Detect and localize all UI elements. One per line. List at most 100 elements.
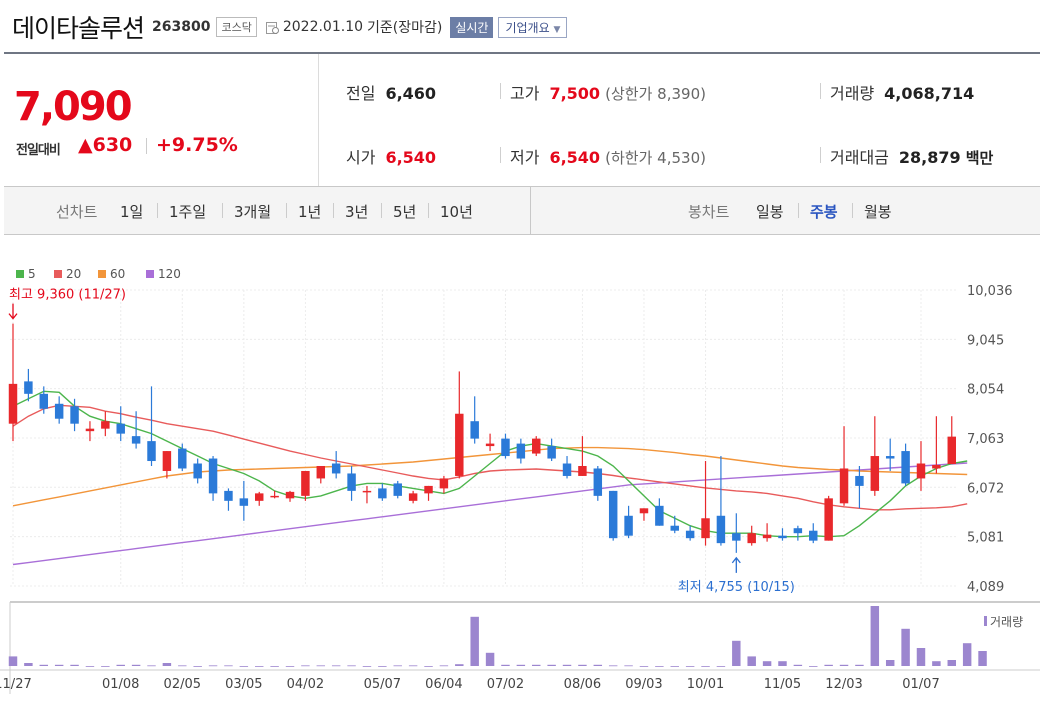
volume-bar [54,664,64,666]
candle [439,475,449,494]
volume-bar [485,652,495,666]
candle-body [885,456,895,459]
x-tick-label: 07/02 [487,677,524,692]
volume-bar [870,606,880,666]
candle-body [932,465,941,469]
period-1w[interactable]: 1주일 [169,203,207,221]
divider [500,83,501,99]
x-tick-label: 09/03 [625,677,662,692]
candle-body [947,436,956,465]
company-info-dropdown[interactable]: 기업개요 ▼ [498,16,568,38]
volume-bar [101,666,110,667]
candle-body [70,406,79,424]
volume-bar [24,663,33,666]
candle-monthly[interactable]: 월봉 [864,203,892,221]
candle-body [393,483,402,496]
period-10y[interactable]: 10년 [440,203,473,221]
candle-body [470,421,479,439]
candle [455,371,464,479]
candle-body [8,383,18,424]
candle-body [732,533,741,541]
candle-body [162,451,172,471]
volume-bar [39,664,49,666]
candle-chart-label: 봉차트 [688,203,730,221]
candle-body [516,443,526,459]
legend-swatch [146,270,154,278]
stat-label: 전일 [346,84,376,103]
candle-body [424,485,433,494]
y-tick-label: 6,072 [967,481,1004,496]
candle-body [624,515,633,536]
candle [901,443,910,486]
x-tick-label: 12/03 [825,677,862,692]
volume-bar [455,664,464,666]
stat-lower-limit: (하한가 4,530) [605,149,706,167]
candle-body [147,441,156,462]
x-tick-label: 02/05 [164,677,201,692]
candle-body [870,456,880,491]
candle [916,441,926,491]
divider [286,203,287,218]
candle-body [224,490,233,501]
candle-body [809,530,818,541]
volume-bar [885,660,895,666]
candle [408,490,418,504]
volume-bar [793,664,803,666]
stat-amount: 거래대금 28,879 백만 [830,144,993,168]
period-3y[interactable]: 3년 [345,203,369,221]
price-change: ▲630 [78,134,133,156]
candle [485,433,495,452]
stat-prev: 전일 6,460 [346,80,436,104]
calendar-icon [265,21,279,34]
candle [101,411,110,437]
candle [24,368,33,402]
candle [331,451,341,479]
candle [239,480,249,521]
volume-bar [239,666,249,667]
candle [732,513,741,553]
volume-bar [147,665,156,667]
x-tick-label: 01/07 [902,677,939,692]
candle [701,461,710,546]
volume-bar [178,665,187,667]
volume-bar [270,666,279,667]
candle [932,416,941,474]
realtime-button[interactable]: 실시간 [450,16,494,38]
candle-body [747,533,756,544]
volume-bar [732,640,741,666]
divider [852,203,853,218]
volume-bar [562,664,572,666]
candle [116,406,125,442]
volume-bar [624,665,633,667]
candle-body [101,421,110,429]
period-1d[interactable]: 1일 [120,203,144,221]
candle-weekly[interactable]: 주봉 [810,203,838,221]
candle [562,456,572,479]
candle [301,470,310,501]
volume-bar [578,664,587,666]
change-label: 전일대비 [16,143,61,158]
candle-daily[interactable]: 일봉 [756,203,784,221]
volume-bar [532,664,541,666]
candle-body [824,498,833,541]
period-3m[interactable]: 3개월 [234,203,272,221]
y-tick-label: 9,045 [967,333,1004,348]
stat-value: 7,500 [549,84,601,103]
stat-open: 시가 6,540 [346,144,436,168]
volume-bar [655,666,664,667]
divider [146,138,147,154]
candle-body [54,403,64,419]
current-price: 7,090 [14,84,133,130]
volume-bar [393,665,402,667]
candle [208,456,218,501]
period-1y[interactable]: 1년 [298,203,322,221]
divider [381,203,382,218]
y-tick-label: 7,063 [967,432,1004,447]
period-5y[interactable]: 5년 [393,203,417,221]
legend-swatch [54,270,62,278]
stock-code: 263800 [152,19,211,35]
candle [809,523,818,544]
volume-bar [639,666,649,667]
candle-body [439,478,449,489]
candle [39,386,49,414]
